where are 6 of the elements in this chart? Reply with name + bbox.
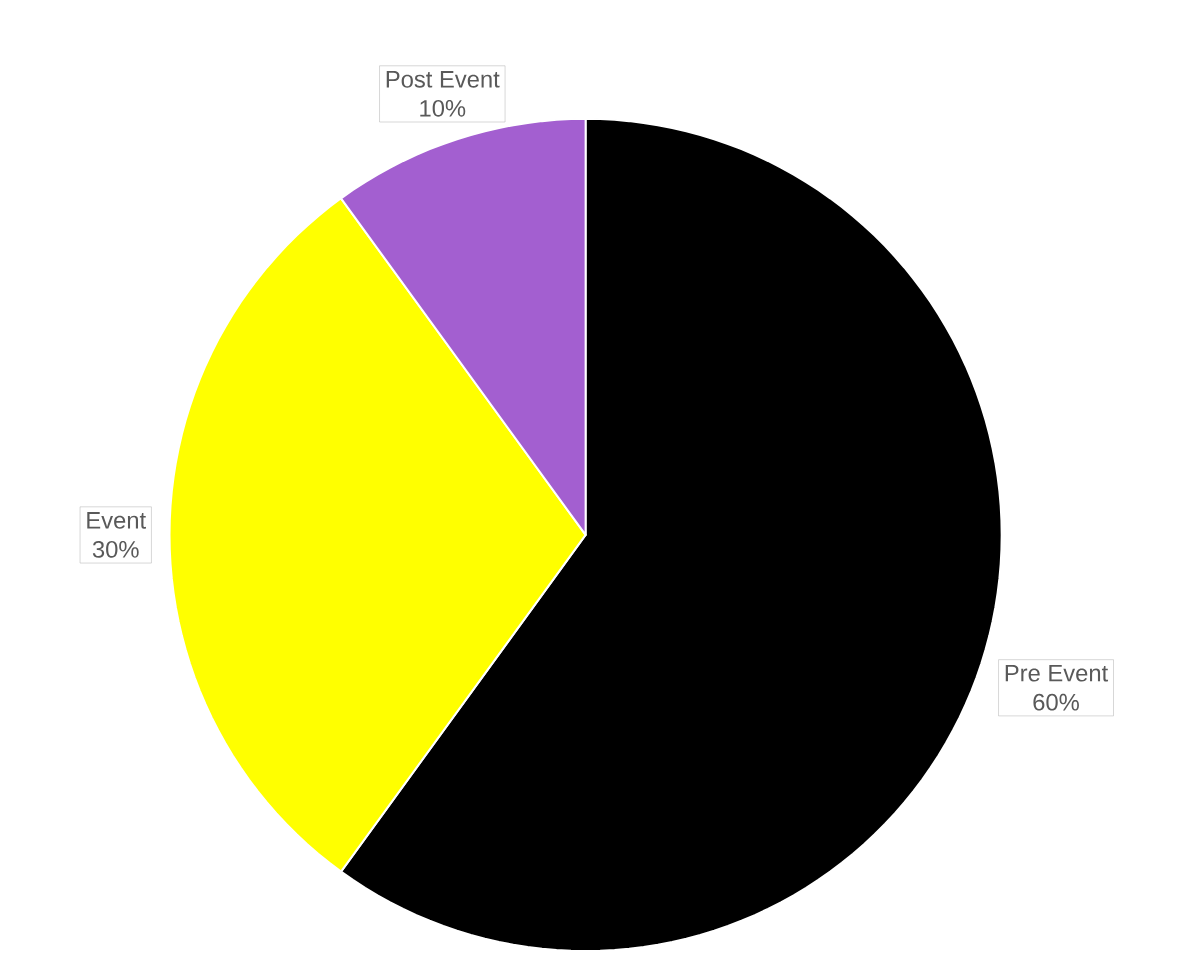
data-label: 60%	[1033, 693, 1079, 711]
slice-label: Pre Event	[1005, 665, 1109, 682]
data-label: 10%	[420, 99, 466, 117]
data-label: 30%	[92, 540, 139, 558]
slice-label: Post Event	[386, 71, 500, 88]
slice-label: Event	[87, 512, 146, 529]
